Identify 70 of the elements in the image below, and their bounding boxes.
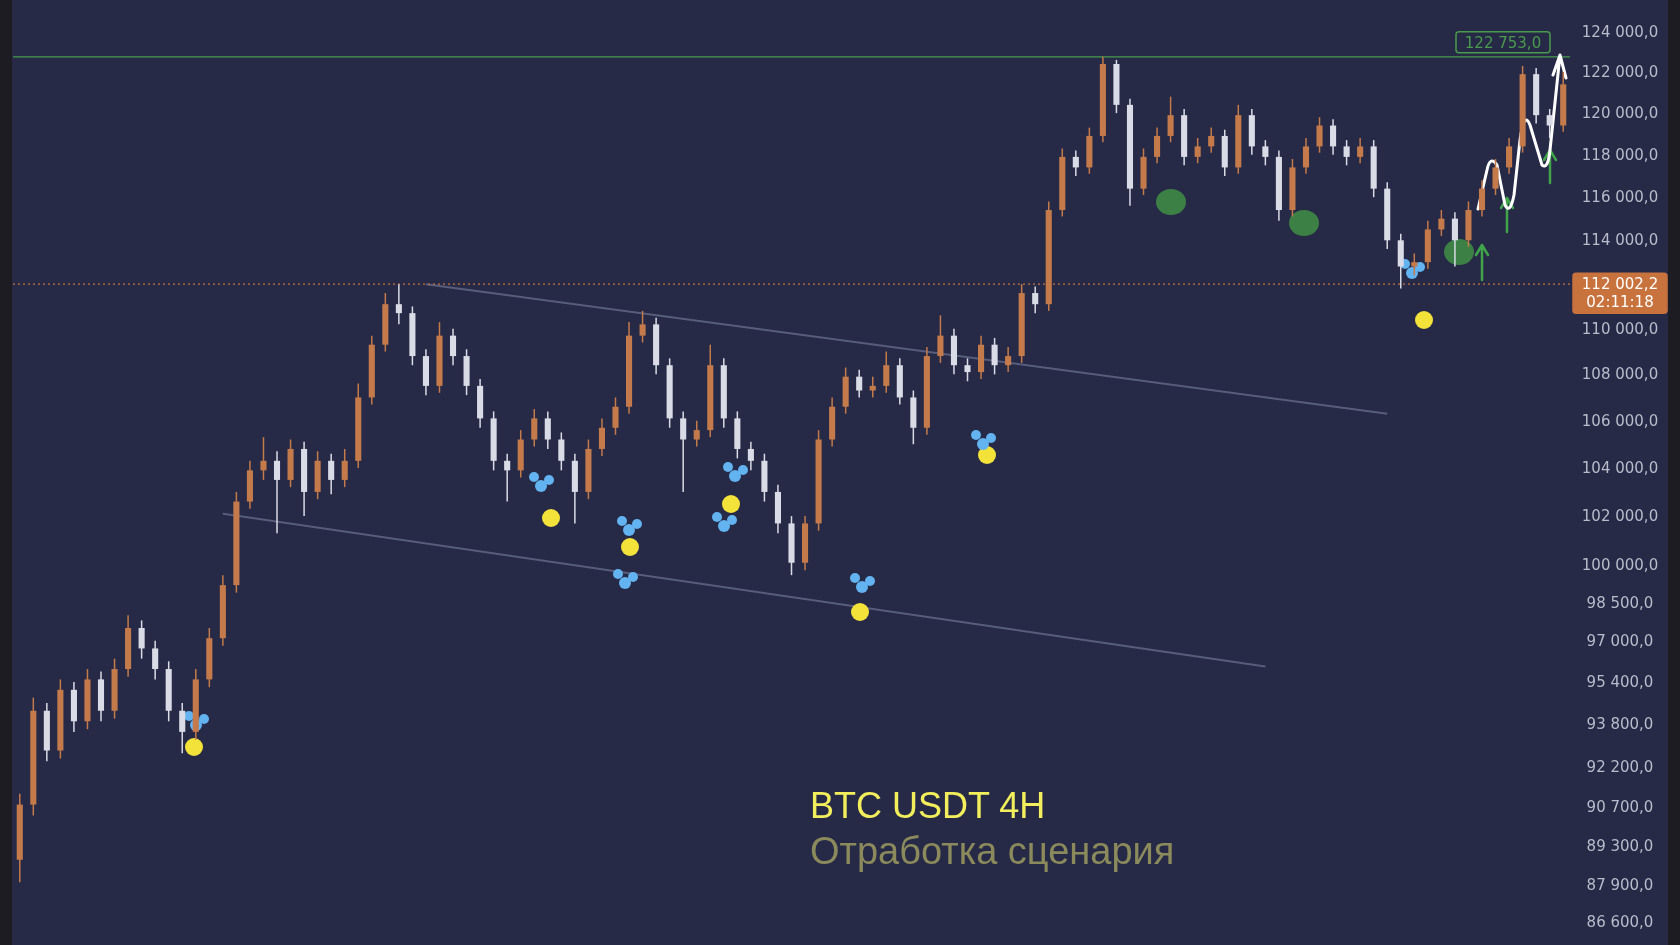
candlestick — [1154, 126, 1161, 164]
y-tick-label: 104 000,0 — [1581, 458, 1659, 477]
y-tick-label: 95 400,0 — [1586, 673, 1654, 691]
y-tick-label: 114 000,0 — [1581, 231, 1659, 250]
candlestick — [1302, 137, 1310, 175]
y-tick-label: 98 500,0 — [1586, 593, 1654, 612]
text: 02:11:18 — [1586, 293, 1654, 312]
candlestick — [395, 283, 402, 326]
y-tick-label: 87 900,0 — [1586, 876, 1654, 895]
y-tick-label: 97 000,0 — [1586, 631, 1654, 650]
ref-line-label: 122 753,0 — [1464, 33, 1542, 52]
candlestick — [152, 640, 159, 681]
candlestick — [856, 369, 863, 399]
text: Отработка сценария — [810, 830, 1175, 872]
y-tick-label: 89 300,0 — [1586, 836, 1654, 855]
candlestick — [1167, 95, 1174, 143]
candlestick — [747, 441, 754, 472]
candlestick — [544, 410, 551, 450]
y-tick-label: 100 000,0 — [1581, 556, 1659, 575]
candlestick — [341, 448, 348, 488]
y-tick-label: 116 000,0 — [1581, 188, 1659, 207]
candlestick — [1438, 209, 1445, 237]
candlestick — [449, 328, 457, 366]
candlestick — [1316, 116, 1323, 154]
candlestick — [531, 408, 538, 448]
candlestick — [1194, 137, 1201, 164]
candlestick — [260, 436, 267, 481]
candlestick — [639, 310, 646, 344]
candlestick — [273, 450, 281, 534]
candlestick — [964, 357, 971, 383]
y-tick-label: 118 000,0 — [1581, 145, 1659, 164]
candlestick — [883, 350, 890, 394]
y-tick-label: 108 000,0 — [1581, 365, 1659, 384]
y-tick-label: 122 000,0 — [1581, 63, 1659, 82]
y-tick-label: 120 000,0 — [1581, 104, 1659, 123]
candlestick — [504, 452, 511, 503]
y-tick-label: 92 200,0 — [1586, 757, 1654, 776]
candlestick — [937, 314, 944, 364]
candlestick — [1451, 211, 1458, 268]
candlestick — [612, 396, 619, 436]
candlestick — [1208, 126, 1215, 154]
y-tick-label: 106 000,0 — [1581, 411, 1659, 430]
candlestick — [680, 410, 687, 493]
y-tick-label: 86 600,0 — [1586, 912, 1654, 931]
candlestick — [138, 619, 145, 660]
candlestick — [1411, 252, 1418, 277]
y-tick-label: 102 000,0 — [1581, 507, 1659, 526]
y-tick-label: 93 800,0 — [1586, 714, 1654, 733]
candlestick — [1072, 149, 1079, 177]
candlestick — [558, 431, 565, 472]
candlestick — [991, 337, 998, 376]
y-tick-label: 90 700,0 — [1586, 798, 1654, 817]
ref-line-label: 112 002,2 — [1581, 275, 1659, 294]
candlestick — [328, 452, 335, 496]
candlestick — [1262, 139, 1269, 167]
candlestick — [1506, 137, 1513, 175]
candlestick — [693, 419, 700, 448]
text: BTC USDT 4H — [810, 785, 1046, 826]
y-tick-label: 124 000,0 — [1581, 22, 1659, 41]
candlestick — [1343, 139, 1350, 167]
candlestick — [598, 417, 605, 457]
candlestick — [1546, 108, 1553, 139]
candlestick — [179, 702, 186, 754]
candlestick — [1330, 118, 1337, 156]
candlestick — [1478, 179, 1486, 218]
y-tick-label: 110 000,0 — [1581, 319, 1659, 338]
candlestick — [1032, 285, 1039, 314]
candlestick — [1005, 346, 1012, 373]
candlestick — [1357, 137, 1364, 164]
candlestick — [1492, 158, 1499, 196]
